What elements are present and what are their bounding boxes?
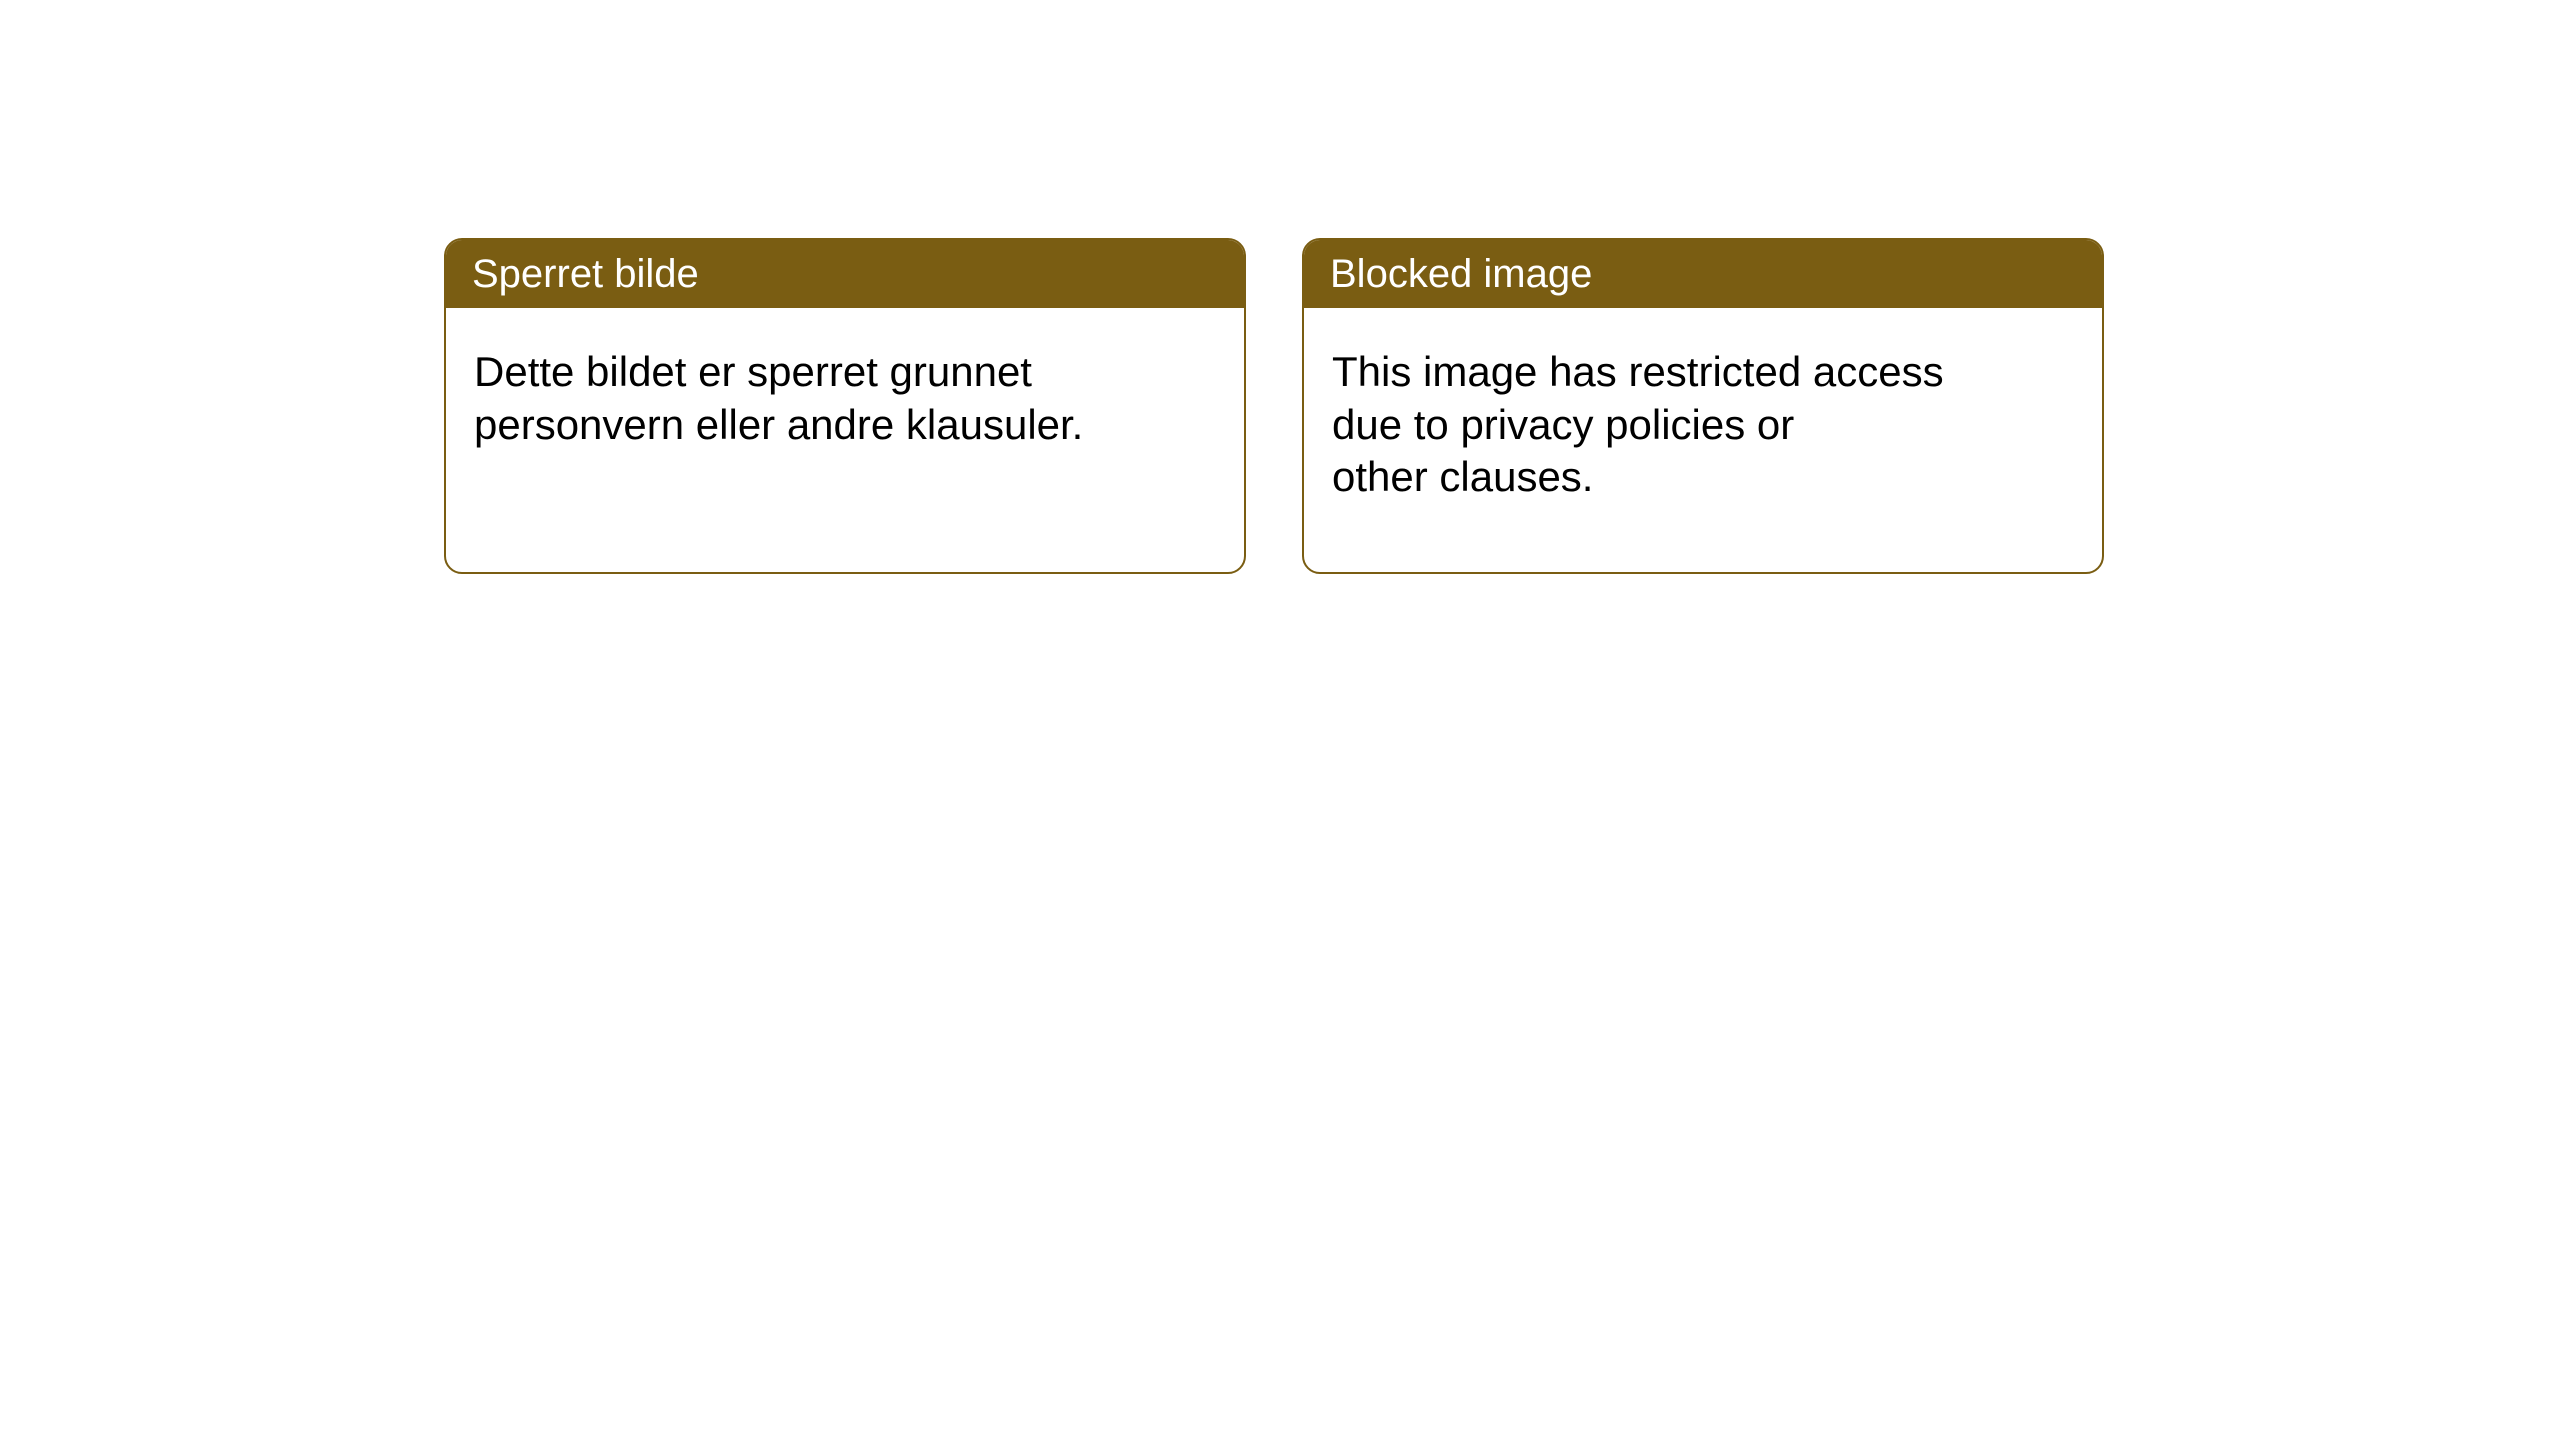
notice-card-no: Sperret bilde Dette bildet er sperret gr…	[444, 238, 1246, 574]
notice-title-en: Blocked image	[1304, 240, 2102, 308]
notice-container: Sperret bilde Dette bildet er sperret gr…	[444, 238, 2104, 574]
notice-card-en: Blocked image This image has restricted …	[1302, 238, 2104, 574]
notice-body-no: Dette bildet er sperret grunnet personve…	[446, 308, 1244, 489]
notice-title-no: Sperret bilde	[446, 240, 1244, 308]
notice-body-en: This image has restricted access due to …	[1304, 308, 2102, 542]
